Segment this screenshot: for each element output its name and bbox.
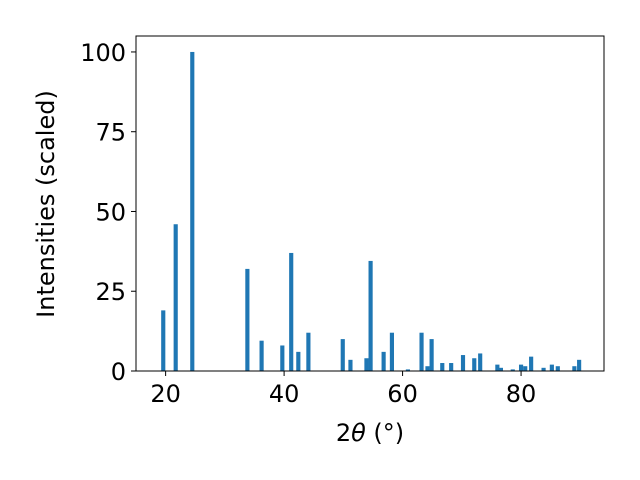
bar (577, 359, 582, 371)
bar-series (161, 51, 582, 371)
axes-frame (135, 35, 605, 372)
bar (389, 332, 394, 371)
bar (440, 363, 445, 371)
bar (289, 252, 294, 371)
bar (340, 339, 345, 371)
x-tick-label: 80 (506, 380, 537, 408)
bar (549, 364, 554, 371)
bar (405, 369, 410, 371)
x-axis-label-theta: θ (351, 419, 366, 447)
x-axis-label-unit: (°) (366, 419, 404, 447)
bar (523, 366, 528, 371)
x-axis-label-prefix: 2 (336, 419, 351, 447)
bar (572, 366, 577, 371)
bar (245, 268, 250, 371)
x-tick-label: 40 (269, 380, 300, 408)
bar (498, 367, 503, 371)
bar (368, 260, 373, 371)
bar (161, 310, 166, 371)
y-axis-label: Intensities (scaled) (32, 90, 60, 318)
bar (449, 363, 454, 371)
bar (259, 340, 264, 371)
y-tick-label: 25 (95, 278, 126, 306)
bar (280, 345, 285, 371)
bar (306, 332, 311, 371)
bar (364, 358, 369, 371)
y-tick-label: 50 (95, 198, 126, 226)
bar (495, 364, 500, 371)
bar (518, 364, 524, 371)
x-tick-label: 20 (150, 380, 181, 408)
y-tick-label: 0 (111, 358, 126, 386)
bar (381, 351, 386, 371)
x-axis: 20 40 60 80 (150, 371, 536, 408)
bar (541, 367, 546, 371)
bar (429, 339, 434, 371)
bar (478, 353, 483, 371)
bar (529, 356, 534, 371)
bar (472, 358, 477, 371)
bar (296, 351, 301, 371)
bar (460, 355, 466, 371)
x-tick-label: 60 (387, 380, 418, 408)
bar (348, 359, 353, 371)
y-tick-label: 100 (80, 39, 126, 67)
y-axis: 0 25 50 75 100 (80, 39, 136, 386)
bar (190, 51, 195, 371)
bar (555, 366, 560, 371)
y-tick-label: 75 (95, 119, 126, 147)
x-axis-label: 2θ (°) (336, 419, 404, 447)
bar (510, 369, 515, 371)
bar (425, 366, 430, 371)
bar (419, 332, 424, 371)
bar (173, 224, 178, 371)
